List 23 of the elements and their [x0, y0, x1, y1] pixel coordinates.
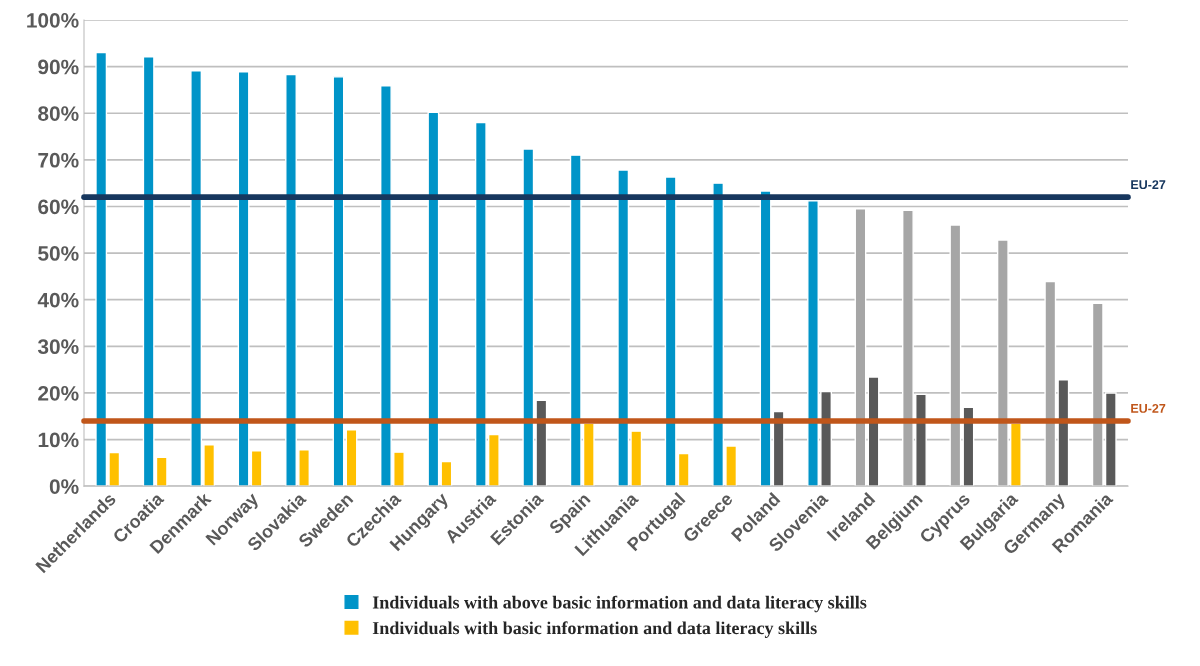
bar	[427, 111, 440, 487]
bar	[237, 71, 250, 487]
y-tick-label: 100%	[27, 12, 79, 28]
y-tick-label: 30%	[37, 339, 79, 355]
legend-label: Individuals with above basic information and data literacy skills	[372, 595, 867, 613]
y-tick-label: 10%	[38, 432, 79, 448]
y-tick-label: 70%	[38, 152, 79, 168]
y-tick-label: 90%	[38, 59, 79, 75]
bar	[440, 460, 453, 487]
y-tick-label: 60%	[38, 199, 79, 215]
bar	[949, 224, 962, 487]
y-tick-label: 40%	[37, 292, 79, 308]
bar	[250, 450, 263, 487]
bar	[854, 208, 867, 487]
y-tick-label: 20%	[38, 385, 79, 401]
legend-label: Individuals with basic information and data literacy skills	[372, 621, 817, 638]
ref-line-label: EU-27	[1131, 404, 1166, 413]
ref-line-label: EU-27	[1131, 180, 1166, 190]
y-tick-label: 0%	[49, 479, 79, 494]
y-tick-label: 80%	[38, 106, 79, 121]
bar	[345, 429, 358, 487]
bar	[332, 76, 345, 487]
y-tick-label: 50%	[38, 246, 79, 261]
